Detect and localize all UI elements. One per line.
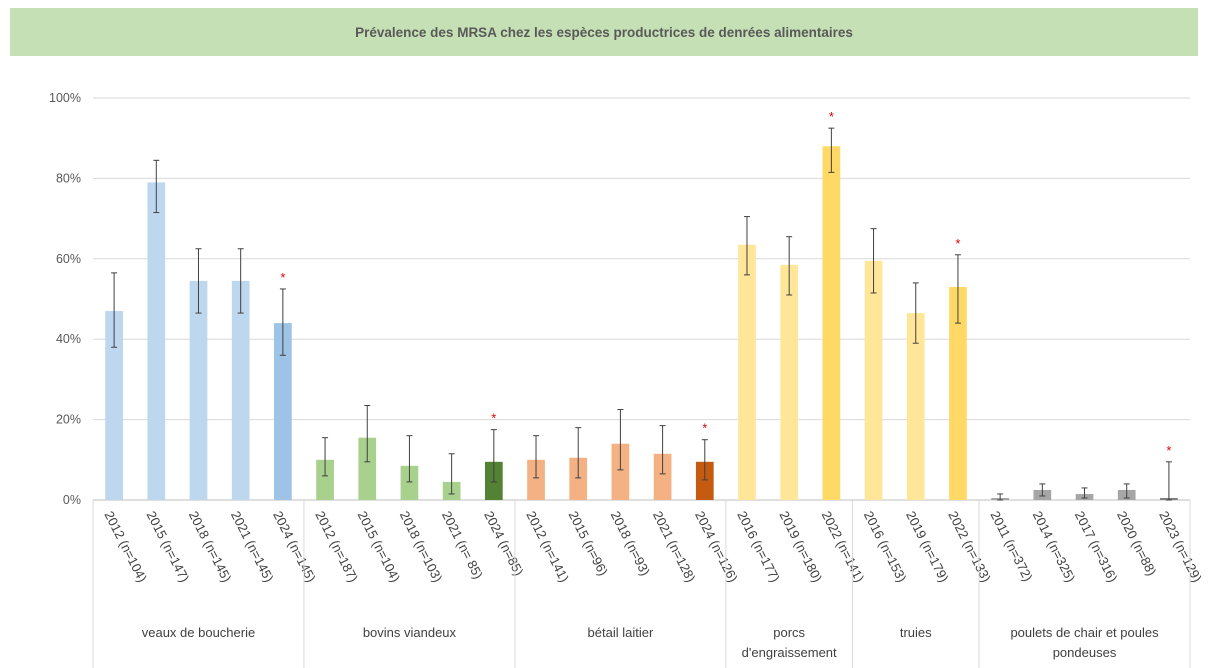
chart-title: Prévalence des MRSA chez les espèces pro… [355,24,853,40]
x-tick-label: 2021 (n=145) [228,509,277,585]
x-tick-label: 2022 (n=133) [945,509,994,585]
x-tick-label: 2015 (n=147) [144,509,193,585]
x-tick-label: 2012 (n=104) [101,509,150,585]
x-tick-label: 2015 (n=104) [355,509,404,585]
bar [906,313,925,500]
bar [316,459,334,500]
bar [822,146,841,501]
bar [611,443,630,500]
x-tick-label: 2021 (n=128) [650,509,699,585]
bar [147,182,166,501]
significance-star: * [491,411,496,426]
x-tick-label: 2019 (n=179) [903,509,952,585]
category-label: poulets de chair et poules pondeuses [1010,625,1159,660]
significance-star: * [829,109,834,124]
bar [949,286,967,500]
x-tick-label: 2018 (n=145) [186,509,235,585]
bar [400,465,419,500]
significance-star: * [280,270,285,285]
y-tick-label: 80% [56,171,81,185]
category-label: porcs d'engraissement [742,625,837,660]
bar [780,264,799,500]
category-label: bétail laitier [588,625,654,640]
bar [274,323,292,500]
x-tick-label: 2018 (n=93) [608,509,653,579]
x-tick-label: 2014 (n=325) [1030,509,1079,585]
x-tick-label: 2022 (n=141) [819,509,868,585]
bar [358,437,377,500]
bar [864,260,883,500]
x-tick-label: 2012 (n=187) [312,509,361,585]
bar [569,457,588,500]
y-tick-label: 0% [63,493,81,507]
bar [738,244,756,500]
x-tick-label: 2015 (n=96) [566,509,611,579]
x-tick-label: 2018 (n=103) [397,509,446,585]
x-tick-label: 2020 (n=88) [1114,509,1159,579]
category-label: bovins viandeux [363,625,457,640]
y-tick-label: 20% [56,413,81,427]
bar [653,453,672,500]
y-tick-label: 40% [56,332,81,346]
bar [695,461,714,500]
x-tick-label: 2019 (n=180) [777,509,826,585]
chart-title-band: Prévalence des MRSA chez les espèces pro… [10,8,1198,56]
category-label: truies [900,625,932,640]
y-tick-label: 100% [49,91,81,105]
x-tick-label: 2021 (n= 85) [439,509,486,582]
x-tick-label: 2024 (n=145) [270,509,319,585]
significance-star: * [1166,443,1171,458]
category-label: veaux de boucherie [142,625,255,640]
y-tick-label: 60% [56,252,81,266]
x-tick-label: 2016 (n=177) [734,509,783,585]
bar [189,280,208,500]
bar [231,280,250,500]
significance-star: * [702,421,707,436]
x-tick-label: 2011 (n=372) [987,509,1035,584]
x-tick-label: 2012 (n=141) [523,509,572,585]
bar [105,311,123,500]
x-tick-label: 2024 (n=126) [692,509,741,585]
x-tick-label: 2017 (n=316) [1072,509,1121,585]
significance-star: * [955,236,960,251]
x-tick-label: 2023 (n=129) [1156,509,1205,585]
bar [527,459,545,500]
x-tick-label: 2016 (n=153) [861,509,910,585]
x-tick-label: 2024 (n=85) [481,509,526,579]
